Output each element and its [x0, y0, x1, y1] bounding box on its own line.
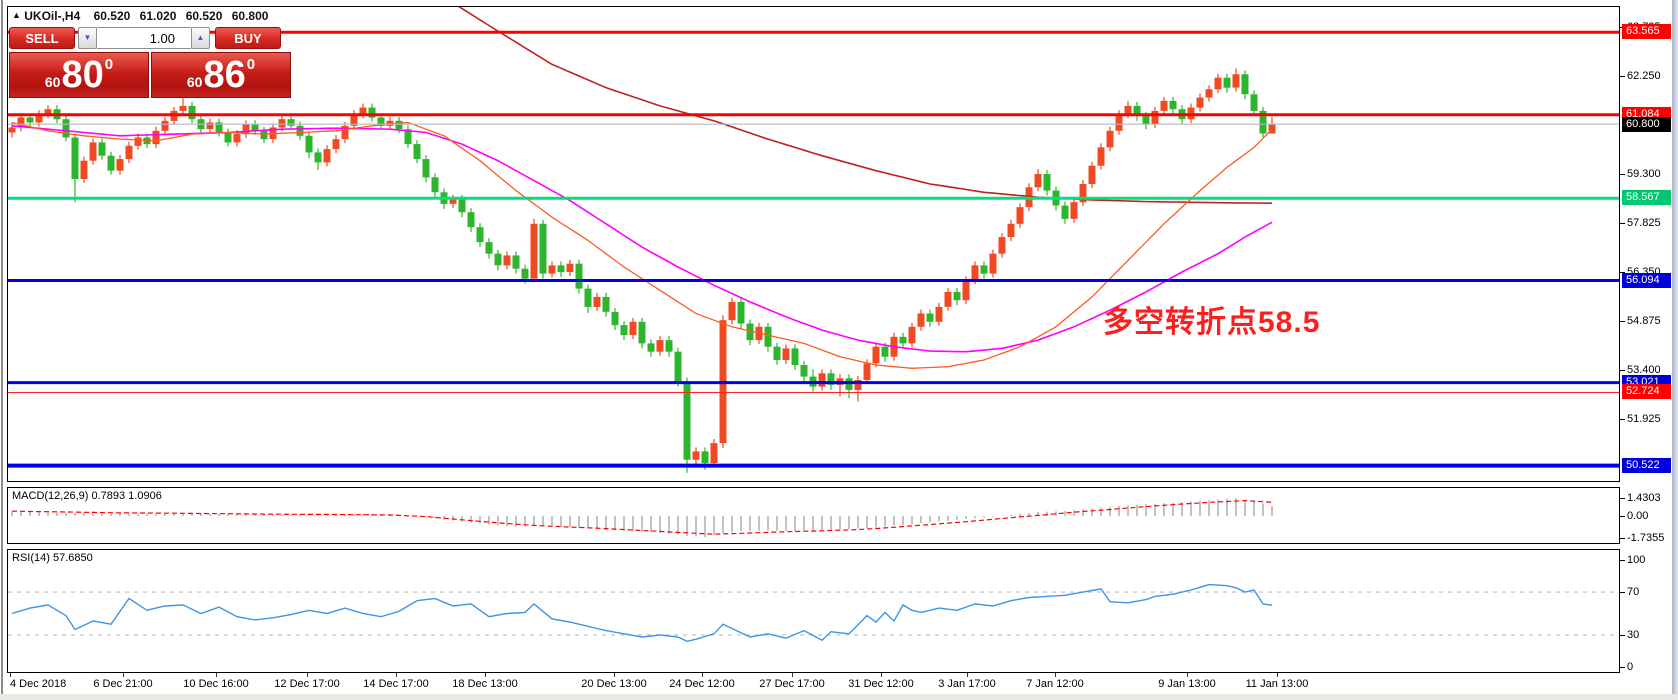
macd-tick-label: -1.7355: [1627, 532, 1665, 544]
price-tick: [1620, 272, 1625, 273]
date-label: 14 Dec 17:00: [363, 678, 429, 690]
date-label: 11 Jan 13:00: [1245, 678, 1309, 690]
rsi-canvas[interactable]: [8, 550, 1619, 672]
date-tick: [485, 673, 486, 677]
macd-tick: [1620, 498, 1625, 499]
price-level-badge: 58.567: [1622, 190, 1671, 205]
buy-price-prefix: 60: [186, 74, 203, 90]
date-tick: [967, 673, 968, 677]
date-tick: [307, 673, 308, 677]
rsi-indicator-label: RSI(14) 57.6850: [12, 552, 93, 564]
sell-price-sup: 0: [104, 56, 114, 73]
price-tick-label: 53.400: [1627, 364, 1661, 376]
rsi-tick: [1620, 635, 1625, 636]
sell-price-prefix: 60: [44, 74, 61, 90]
rsi-tick: [1620, 592, 1625, 593]
volume-input[interactable]: [97, 27, 191, 49]
price-tick: [1620, 370, 1625, 371]
macd-panel[interactable]: [7, 487, 1620, 544]
price-tick-label: 51.925: [1627, 413, 1661, 425]
date-tick: [614, 673, 615, 677]
window-left-edge: [1, 0, 3, 694]
date-label: 18 Dec 13:00: [452, 678, 518, 690]
price-tick-label: 62.250: [1627, 70, 1661, 82]
price-level-badge: 52.724: [1622, 384, 1671, 399]
price-tick: [1620, 321, 1625, 322]
window-bottom-edge: [0, 694, 1678, 700]
buy-price-sup: 0: [246, 56, 256, 73]
price-tick-label: 57.825: [1627, 217, 1661, 229]
ohlc-values: 60.520 61.020 60.520 60.800: [93, 9, 269, 23]
price-level-badge: 63.565: [1622, 24, 1671, 39]
date-tick: [216, 673, 217, 677]
date-label: 4 Dec 2018: [10, 678, 67, 690]
price-tick-label: 54.875: [1627, 315, 1661, 327]
date-tick: [396, 673, 397, 677]
price-tick: [1620, 419, 1625, 420]
main-chart-canvas[interactable]: [8, 7, 1619, 481]
price-tick: [1620, 174, 1625, 175]
chart-text-annotation[interactable]: 多空转折点58.5: [1103, 306, 1321, 339]
date-label: 27 Dec 17:00: [759, 678, 825, 690]
date-label: 31 Dec 12:00: [848, 678, 914, 690]
date-label: 6 Dec 21:00: [93, 678, 153, 690]
macd-tick: [1620, 516, 1625, 517]
date-label: 3 Jan 17:00: [938, 678, 996, 690]
macd-tick-label: 1.4303: [1627, 492, 1661, 504]
collapse-triangle-icon[interactable]: ▲: [12, 10, 21, 20]
date-tick: [1187, 673, 1188, 677]
date-tick: [881, 673, 882, 677]
one-click-trading-widget: SELL ▼ ▲ BUY 60 80 0 60 86 0: [9, 27, 291, 98]
rsi-tick: [1620, 560, 1625, 561]
date-label: 24 Dec 12:00: [669, 678, 735, 690]
current-price-badge: 60.800: [1622, 117, 1671, 132]
symbol-header: ▲ UKOil-,H4 60.520 61.020 60.520 60.800: [12, 9, 268, 23]
price-tick: [1620, 223, 1625, 224]
date-tick: [1277, 673, 1278, 677]
date-tick: [792, 673, 793, 677]
rsi-tick: [1620, 667, 1625, 668]
date-label: 10 Dec 16:00: [183, 678, 249, 690]
volume-increase-button[interactable]: ▲: [191, 27, 210, 49]
date-tick: [10, 673, 11, 677]
macd-indicator-label: MACD(12,26,9) 0.7893 1.0906: [12, 490, 162, 502]
buy-button[interactable]: BUY: [215, 27, 281, 49]
sell-price-main: 80: [61, 54, 104, 96]
symbol-period-label: UKOil-,H4: [24, 9, 81, 23]
buy-price-panel[interactable]: 60 86 0: [151, 52, 291, 98]
price-level-badge: 50.522: [1622, 458, 1671, 473]
price-level-badge: 56.094: [1622, 273, 1671, 288]
rsi-tick-label: 70: [1627, 586, 1640, 598]
volume-decrease-button[interactable]: ▼: [78, 27, 97, 49]
date-label: 9 Jan 13:00: [1158, 678, 1216, 690]
rsi-tick-label: 100: [1627, 554, 1646, 566]
buy-price-main: 86: [203, 54, 246, 96]
date-tick: [702, 673, 703, 677]
date-label: 7 Jan 12:00: [1026, 678, 1084, 690]
price-tick-label: 59.300: [1627, 168, 1661, 180]
rsi-tick-label: 30: [1627, 629, 1640, 641]
date-tick: [1055, 673, 1056, 677]
macd-tick: [1620, 538, 1625, 539]
rsi-panel[interactable]: [7, 549, 1620, 673]
macd-tick-label: 0.00: [1627, 510, 1649, 522]
price-tick: [1620, 76, 1625, 77]
rsi-tick-label: 0: [1627, 661, 1634, 673]
date-axis: 4 Dec 2018 6 Dec 21:00 10 Dec 16:00 12 Dec …: [7, 673, 1620, 694]
date-tick: [123, 673, 124, 677]
window-right-edge: [1672, 0, 1678, 700]
sell-price-panel[interactable]: 60 80 0: [9, 52, 149, 98]
date-label: 12 Dec 17:00: [274, 678, 340, 690]
sell-button[interactable]: SELL: [9, 27, 75, 49]
date-label: 20 Dec 13:00: [581, 678, 647, 690]
macd-canvas[interactable]: [8, 488, 1619, 543]
